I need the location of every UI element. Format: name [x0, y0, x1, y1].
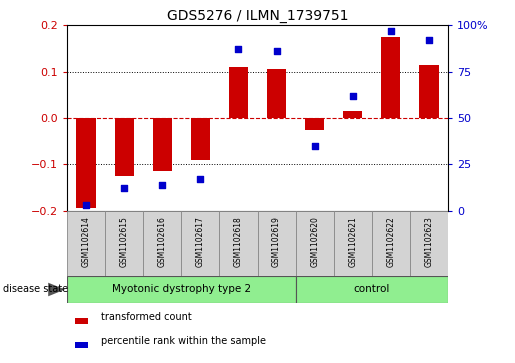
- Text: transformed count: transformed count: [101, 312, 192, 322]
- Text: GSM1102620: GSM1102620: [310, 216, 319, 267]
- Point: [349, 93, 357, 99]
- Bar: [114, 118, 134, 176]
- Title: GDS5276 / ILMN_1739751: GDS5276 / ILMN_1739751: [167, 9, 348, 23]
- Point: [196, 176, 204, 182]
- Point: [311, 143, 319, 149]
- Text: GSM1102616: GSM1102616: [158, 216, 167, 267]
- Polygon shape: [48, 283, 65, 296]
- Bar: [334, 211, 372, 276]
- Text: GSM1102619: GSM1102619: [272, 216, 281, 267]
- Text: GSM1102617: GSM1102617: [196, 216, 205, 267]
- Bar: [267, 69, 286, 118]
- Bar: [191, 118, 210, 160]
- Point: [272, 48, 281, 54]
- Text: percentile rank within the sample: percentile rank within the sample: [101, 336, 266, 346]
- Bar: [181, 211, 219, 276]
- Point: [82, 202, 90, 208]
- Text: disease state: disease state: [3, 285, 67, 294]
- Bar: [258, 211, 296, 276]
- Bar: [76, 118, 96, 208]
- Bar: [305, 118, 324, 130]
- Bar: [67, 211, 105, 276]
- Bar: [296, 276, 448, 303]
- Bar: [219, 211, 258, 276]
- Bar: [372, 211, 410, 276]
- Point: [425, 37, 433, 43]
- Bar: [153, 118, 172, 171]
- Bar: [382, 37, 401, 118]
- Text: GSM1102621: GSM1102621: [348, 216, 357, 267]
- Text: control: control: [354, 285, 390, 294]
- Bar: [296, 211, 334, 276]
- Text: GSM1102615: GSM1102615: [119, 216, 129, 267]
- Bar: [67, 276, 296, 303]
- Point: [387, 28, 395, 34]
- Text: GSM1102623: GSM1102623: [424, 216, 434, 267]
- Bar: [419, 65, 439, 118]
- Text: GSM1102618: GSM1102618: [234, 216, 243, 267]
- Bar: [75, 318, 88, 325]
- Point: [234, 46, 243, 52]
- Bar: [229, 67, 248, 118]
- Point: [120, 185, 128, 191]
- Bar: [143, 211, 181, 276]
- Bar: [410, 211, 448, 276]
- Text: GSM1102614: GSM1102614: [81, 216, 91, 267]
- Bar: [75, 342, 88, 348]
- Bar: [105, 211, 143, 276]
- Text: Myotonic dystrophy type 2: Myotonic dystrophy type 2: [112, 285, 251, 294]
- Point: [158, 182, 166, 188]
- Text: GSM1102622: GSM1102622: [386, 216, 396, 267]
- Bar: [344, 111, 363, 118]
